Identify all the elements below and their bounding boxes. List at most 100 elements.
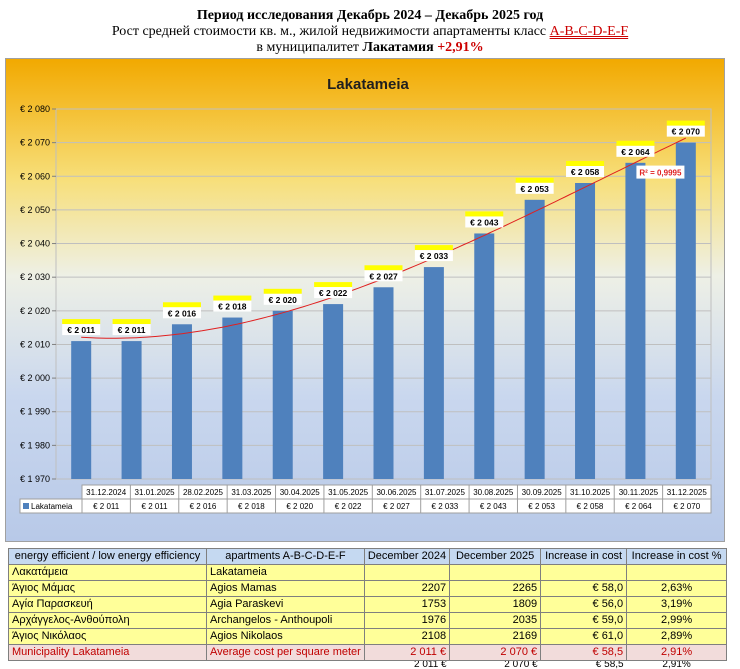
- y-tick-label: € 2 020: [20, 306, 50, 316]
- table-cell: [450, 565, 541, 581]
- table-cell: Municipality Lakatameia: [9, 645, 207, 661]
- x-tick-label: 31.03.2025: [231, 488, 272, 497]
- table-cell: Lakatameia: [207, 565, 365, 581]
- bar: [273, 311, 293, 479]
- data-label: € 2 058: [571, 167, 600, 177]
- data-table-value: € 2 027: [383, 502, 410, 511]
- x-tick-label: 31.12.2024: [86, 488, 127, 497]
- bar-chart: Lakatameia€ 1 970€ 1 980€ 1 990€ 2 000€ …: [6, 59, 724, 541]
- table-cell: € 61,0: [541, 629, 627, 645]
- table-cell: December 2025: [450, 549, 541, 565]
- table-cell: 2,99%: [627, 613, 727, 629]
- x-tick-label: 31.10.2025: [570, 488, 611, 497]
- x-tick-label: 30.11.2025: [619, 488, 659, 497]
- data-table-value: € 2 011: [93, 502, 120, 511]
- table-cell: [541, 565, 627, 581]
- data-table-value: € 2 016: [190, 502, 217, 511]
- y-tick-label: € 2 060: [20, 171, 50, 181]
- municipality-name: Лакатамия: [363, 40, 434, 55]
- data-label-highlight: [667, 121, 705, 126]
- table-cell: Agios Nikolaos: [207, 629, 365, 645]
- data-label: € 2 018: [218, 302, 247, 312]
- x-tick-label: 30.06.2025: [376, 488, 417, 497]
- table-cell: Archangelos - Anthoupoli: [207, 613, 365, 629]
- table-cell: energy efficient / low energy efficiency: [9, 549, 207, 565]
- bar: [71, 341, 91, 479]
- data-table-value: € 2 070: [673, 502, 700, 511]
- table-cell: [364, 565, 449, 581]
- y-tick-label: € 2 080: [20, 104, 50, 114]
- table-cell: 2,91%: [627, 645, 727, 661]
- bar: [323, 304, 343, 479]
- data-label-highlight: [616, 141, 654, 146]
- bar: [424, 267, 444, 479]
- x-tick-label: 31.12.2025: [667, 488, 708, 497]
- bar: [525, 200, 545, 479]
- table-cell: Agia Paraskevi: [207, 597, 365, 613]
- y-tick-label: € 2 030: [20, 272, 50, 282]
- data-table-value: € 2 053: [528, 502, 555, 511]
- x-tick-label: 31.01.2025: [135, 488, 176, 497]
- bar: [575, 183, 595, 479]
- subtitle-text: Рост средней стоимости кв. м., жилой нед…: [112, 24, 550, 39]
- report-municipality-line: в муниципалитет Лакатамия +2,91%: [0, 40, 740, 56]
- y-tick-label: € 2 040: [20, 239, 50, 249]
- table-cell: € 58,0: [541, 581, 627, 597]
- x-tick-label: 31.05.2025: [328, 488, 369, 497]
- table-cell: 3,19%: [627, 597, 727, 613]
- y-tick-label: € 1 990: [20, 407, 50, 417]
- report-subtitle: Рост средней стоимости кв. м., жилой нед…: [0, 24, 740, 40]
- bar: [474, 233, 494, 479]
- table-header-row: energy efficient / low energy efficiency…: [9, 549, 727, 565]
- table-cell: Άγιος Μάμας: [9, 581, 207, 597]
- table-cell: Average cost per square meter: [207, 645, 365, 661]
- bar: [122, 341, 142, 479]
- y-tick-label: € 2 070: [20, 138, 50, 148]
- data-label: € 2 027: [369, 271, 398, 281]
- table-cell: Λακατάμεια: [9, 565, 207, 581]
- y-tick-label: € 1 980: [20, 440, 50, 450]
- data-label-highlight: [516, 178, 554, 183]
- legend-label: Lakatameia: [31, 502, 73, 511]
- data-label-highlight: [113, 319, 151, 324]
- y-tick-label: € 2 050: [20, 205, 50, 215]
- data-label-highlight: [264, 289, 302, 294]
- table-cell: 2035: [450, 613, 541, 629]
- data-label: € 2 011: [118, 325, 146, 335]
- bar: [676, 143, 696, 479]
- table-cell: € 59,0: [541, 613, 627, 629]
- table-cell: December 2024: [364, 549, 449, 565]
- data-label-highlight: [163, 302, 201, 307]
- chart-background: [6, 59, 724, 541]
- x-tick-label: 30.08.2025: [473, 488, 514, 497]
- cost-table: energy efficient / low energy efficiency…: [8, 548, 727, 669]
- data-label: € 2 070: [672, 127, 701, 137]
- data-label: € 2 011: [67, 325, 95, 335]
- x-tick-label: 30.09.2025: [522, 488, 563, 497]
- table-cell: 1753: [364, 597, 449, 613]
- table-cell: 2 011 €: [364, 645, 449, 661]
- x-tick-label: 28.02.2025: [183, 488, 224, 497]
- r-squared-label: R² = 0,9995: [639, 169, 682, 178]
- chart-title: Lakatameia: [327, 76, 409, 93]
- table-cell: Increase in cost: [541, 549, 627, 565]
- data-label: € 2 033: [420, 251, 449, 261]
- table-cell: 2 070 €: [450, 645, 541, 661]
- data-table-value: € 2 022: [335, 502, 362, 511]
- municipality-prefix: в муниципалитет: [256, 40, 362, 55]
- data-label: € 2 020: [269, 295, 298, 305]
- table-cell: Αγία Παρασκευή: [9, 597, 207, 613]
- bar: [172, 324, 192, 479]
- table-cell: apartments A-B-C-D-E-F: [207, 549, 365, 565]
- table-cell: 2108: [364, 629, 449, 645]
- table-cell: Άγιος Νικόλαος: [9, 629, 207, 645]
- y-tick-label: € 2 000: [20, 373, 50, 383]
- x-tick-label: 31.07.2025: [425, 488, 466, 497]
- x-tick-label: 30.04.2025: [280, 488, 321, 497]
- data-table-value: € 2 043: [480, 502, 507, 511]
